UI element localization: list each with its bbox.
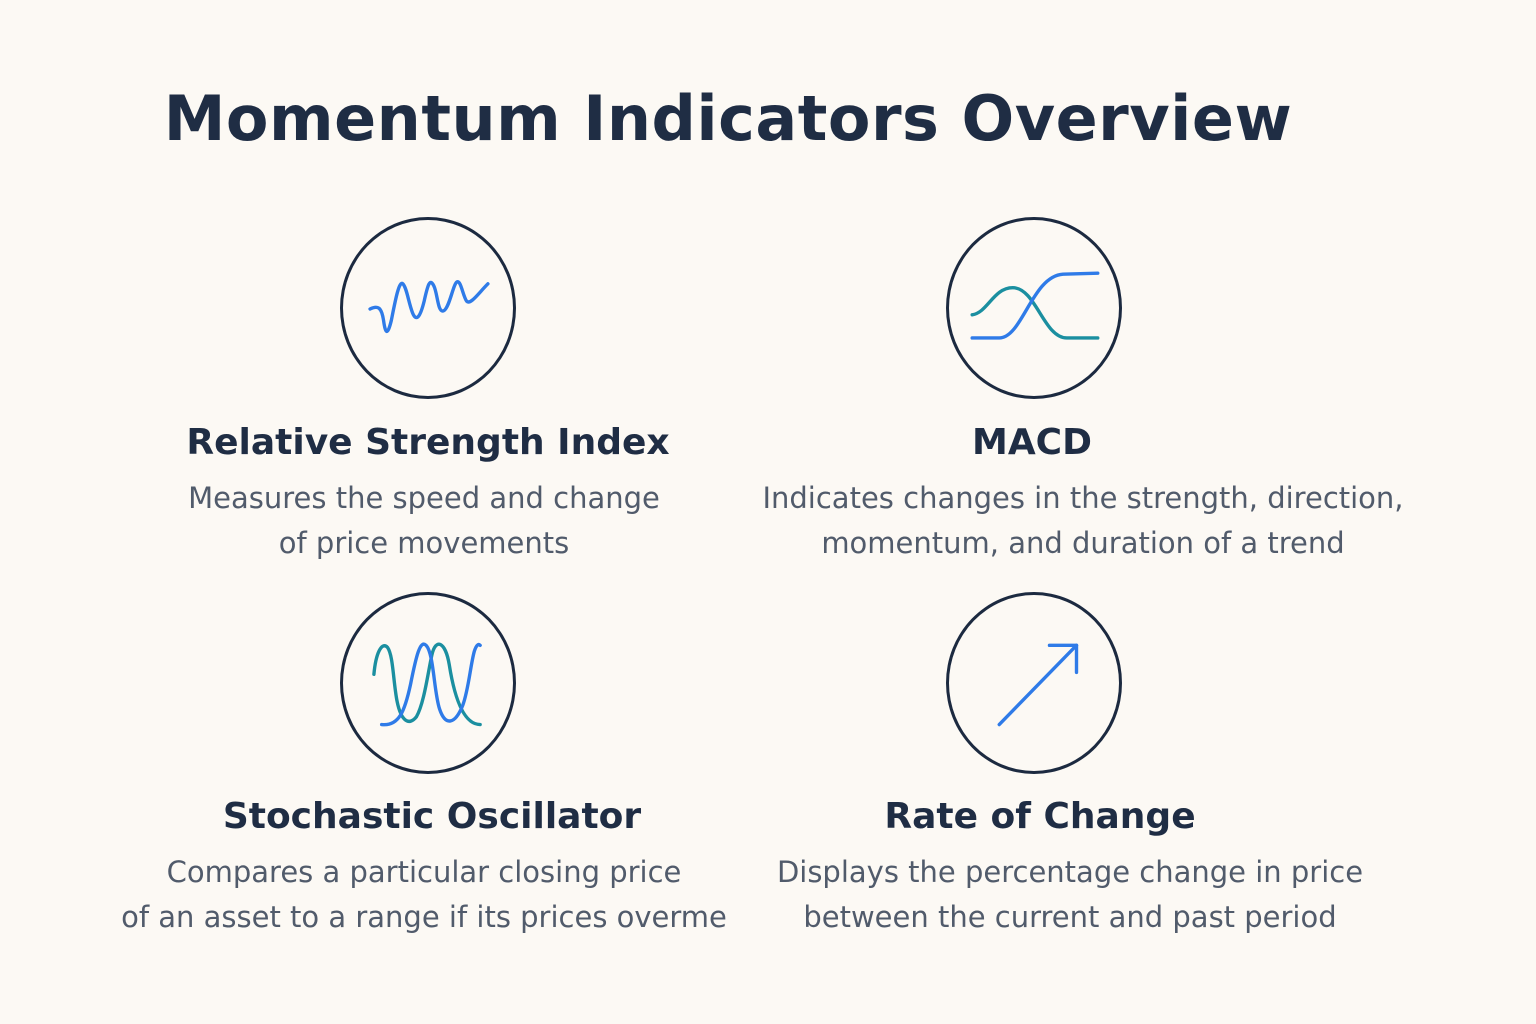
description-line: Indicates changes in the strength, direc…: [762, 481, 1404, 515]
description-line: Measures the speed and change: [188, 481, 660, 515]
icon-circle: [340, 217, 516, 399]
oscillating-wave-icon: [368, 280, 490, 334]
description-line: Compares a particular closing price: [166, 855, 682, 889]
indicator-description: Indicates changes in the strength, direc…: [730, 476, 1436, 566]
icon-circle: [946, 217, 1122, 399]
indicator-title: Relative Strength Index: [186, 422, 670, 463]
indicator-title: Rate of Change: [884, 796, 1196, 837]
indicator-description: Compares a particular closing price of a…: [104, 850, 744, 940]
indicator-title: MACD: [972, 422, 1092, 463]
crossing-lines-icon: [970, 271, 1100, 340]
description-line: Displays the percentage change in price: [776, 855, 1364, 889]
double-peak-wave-icon: [372, 642, 482, 727]
description-line: of an asset to a range if its prices ove…: [121, 900, 727, 934]
indicator-description: Displays the percentage change in price …: [740, 850, 1400, 940]
page-title: Momentum Indicators Overview: [163, 82, 1293, 155]
up-right-arrow-icon: [997, 643, 1079, 727]
icon-circle: [946, 592, 1122, 774]
description-line: momentum, and duration of a trend: [821, 526, 1345, 560]
indicator-title: Stochastic Oscillator: [222, 796, 642, 837]
description-line: of price movements: [278, 526, 570, 560]
indicator-description: Measures the speed and change of price m…: [124, 476, 724, 566]
icon-circle: [340, 592, 516, 774]
description-line: between the current and past period: [803, 900, 1337, 934]
